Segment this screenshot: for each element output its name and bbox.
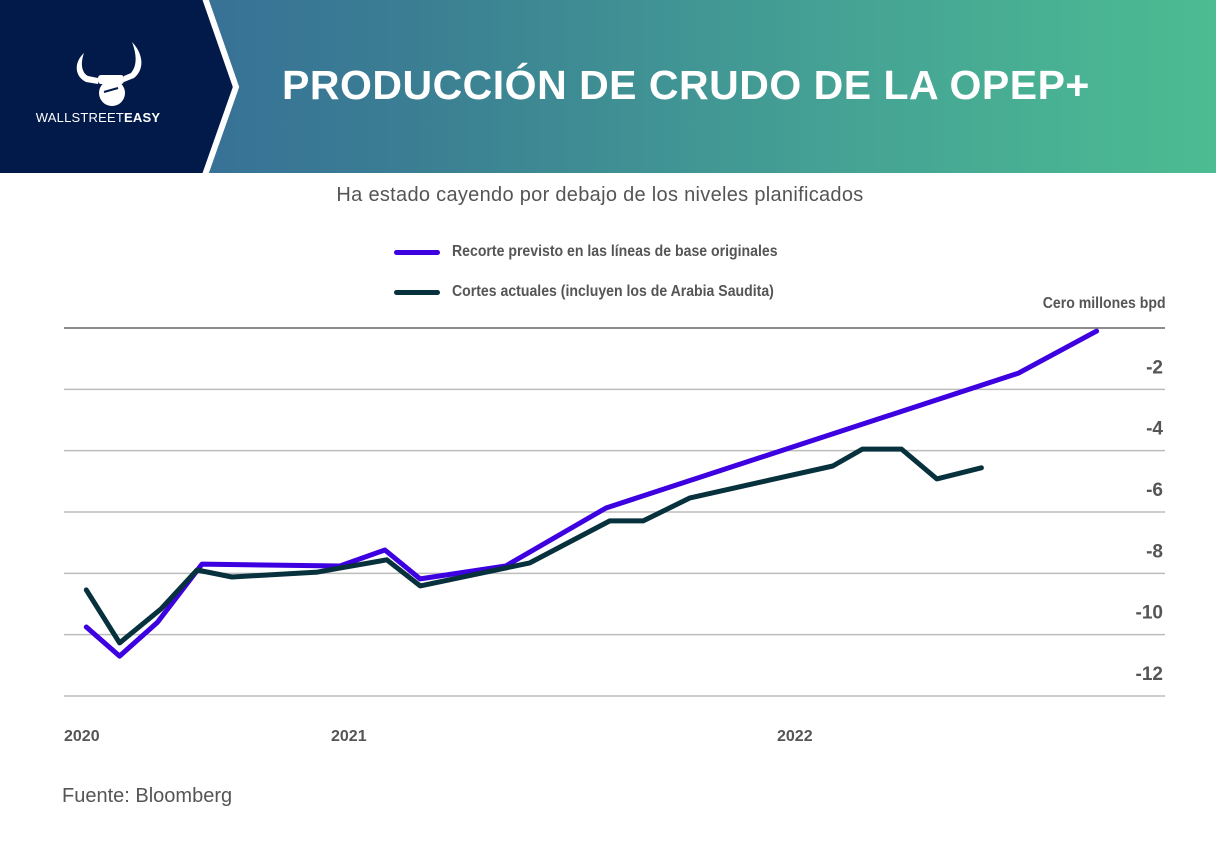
legend-swatch-actual [394,289,440,295]
chart-subtitle: Ha estado cayendo por debajo de los nive… [336,184,864,206]
y-tick-label: -4 [1146,419,1163,440]
series-line-planned [83,328,1100,659]
bull-horns-fist-icon [76,42,142,106]
y-tick-label: -6 [1146,480,1163,501]
y-tick-label: -2 [1146,357,1163,378]
x-tick-label: 2022 [777,728,813,745]
x-tick-label: 2020 [64,728,100,745]
brand-name-bold: EASY [124,110,161,125]
legend-item-planned: Recorte previsto en las líneas de base o… [394,240,822,264]
y-axis-unit-label: Cero millones bpd [1043,295,1166,312]
x-tick-label: 2021 [331,728,367,745]
brand-panel [0,0,240,173]
page-title: PRODUCCIÓN DE CRUDO DE LA OPEP+ [282,62,1090,108]
legend-label-planned: Recorte previsto en las líneas de base o… [452,243,778,260]
header-banner: WALLSTREETEASY PRODUCCIÓN DE CRUDO DE LA… [0,0,1216,173]
brand-name-light: WALLSTREET [35,110,124,125]
legend-swatch-planned [394,249,440,255]
y-tick-label: -8 [1146,541,1163,562]
y-tick-label: -10 [1136,603,1163,624]
source-note: Fuente: Bloomberg [62,785,233,807]
y-tick-label: -12 [1136,664,1163,685]
legend-label-actual: Cortes actuales (incluyen los de Arabia … [452,283,774,300]
series-line-actual [83,446,984,646]
legend-item-actual: Cortes actuales (incluyen los de Arabia … [394,280,818,304]
brand-name: WALLSTREETEASY [0,110,196,125]
